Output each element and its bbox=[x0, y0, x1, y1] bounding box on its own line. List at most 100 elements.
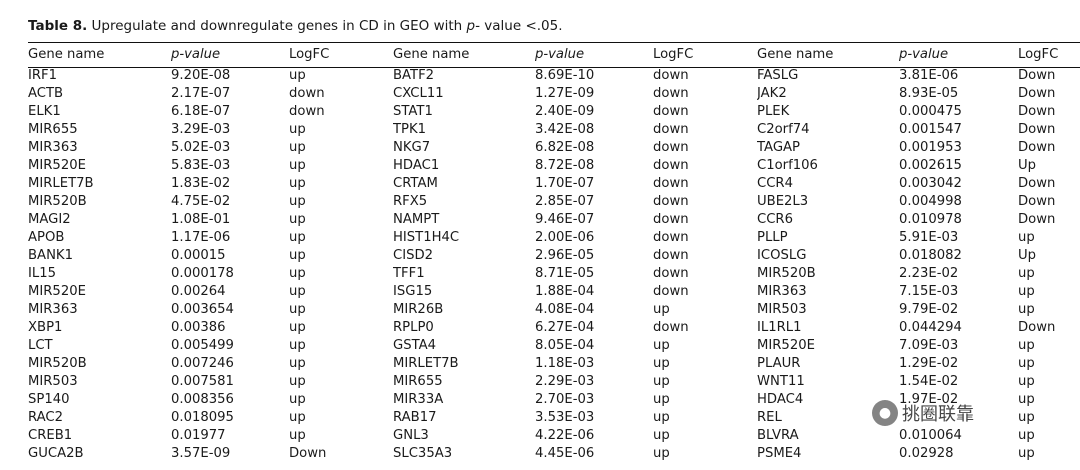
cell-logfc: down bbox=[653, 230, 689, 245]
cell-p-value: 1.29E-02 bbox=[899, 356, 959, 371]
cell-p-value: 0.003042 bbox=[899, 176, 962, 191]
cell-gene-name: STAT1 bbox=[393, 104, 433, 119]
cell-gene-name: HDAC1 bbox=[393, 158, 440, 173]
cell-p-value: 0.007581 bbox=[171, 374, 234, 389]
cell-logfc: up bbox=[289, 428, 306, 443]
cell-logfc: Up bbox=[1018, 158, 1037, 173]
cell-logfc: Down bbox=[1018, 68, 1056, 83]
cell-logfc: up bbox=[1018, 230, 1035, 245]
cell-logfc: Down bbox=[1018, 140, 1056, 155]
cell-logfc: up bbox=[1018, 446, 1035, 461]
cell-logfc: up bbox=[289, 302, 306, 317]
table-row: ACTB 2.17E-07 down CXCL11 1.27E-09 down JAK2 8.… bbox=[28, 85, 1080, 103]
cell-gene-name: TAGAP bbox=[757, 140, 801, 155]
cell-gene-name: CCR6 bbox=[757, 212, 793, 227]
cell-gene-name: HIST1H4C bbox=[393, 230, 460, 245]
cell-p-value: 0.018082 bbox=[899, 248, 962, 263]
cell-p-value: 2.00E-06 bbox=[535, 230, 595, 245]
cell-gene-name: MIR26B bbox=[393, 302, 444, 317]
cell-p-value: 9.46E-07 bbox=[535, 212, 595, 227]
cell-logfc: Down bbox=[1018, 212, 1056, 227]
cell-logfc: up bbox=[289, 122, 306, 137]
cell-p-value: 8.72E-08 bbox=[535, 158, 595, 173]
cell-gene-name: ACTB bbox=[28, 86, 64, 101]
header-p-value-3: p-value bbox=[899, 47, 949, 62]
cell-gene-name: CISD2 bbox=[393, 248, 434, 263]
cell-gene-name: MIR503 bbox=[757, 302, 807, 317]
cell-p-value: 8.93E-05 bbox=[899, 86, 959, 101]
cell-p-value: 2.40E-09 bbox=[535, 104, 595, 119]
cell-p-value: 1.27E-09 bbox=[535, 86, 595, 101]
cell-p-value: 6.27E-04 bbox=[535, 320, 595, 335]
cell-logfc: Down bbox=[1018, 176, 1056, 191]
cell-gene-name: MIR520B bbox=[28, 194, 87, 209]
cell-p-value: 9.79E-02 bbox=[899, 302, 959, 317]
cell-logfc: up bbox=[653, 392, 670, 407]
cell-gene-name: JAK2 bbox=[757, 86, 787, 101]
cell-p-value: 1.54E-02 bbox=[899, 374, 959, 389]
cell-logfc: down bbox=[653, 248, 689, 263]
cell-logfc: up bbox=[289, 266, 306, 281]
cell-logfc: up bbox=[289, 338, 306, 353]
cell-p-value: 0.010978 bbox=[899, 212, 962, 227]
table-row: SP140 0.008356 up MIR33A 2.70E-03 up HDAC4 1.97… bbox=[28, 391, 1080, 409]
cell-logfc: up bbox=[653, 428, 670, 443]
header-logfc-1: LogFC bbox=[289, 47, 330, 62]
gene-table-body: IRF1 9.20E-08 up BATF2 8.69E-10 down FASLG 3.81… bbox=[28, 67, 1080, 463]
cell-p-value: 3.42E-08 bbox=[535, 122, 595, 137]
cell-gene-name: RAC2 bbox=[28, 410, 64, 425]
table-row: MIR363 0.003654 up MIR26B 4.08E-04 up MIR503 9.… bbox=[28, 301, 1080, 319]
cell-logfc: up bbox=[289, 410, 306, 425]
cell-logfc: up bbox=[1018, 428, 1035, 443]
cell-logfc: down bbox=[289, 104, 325, 119]
cell-gene-name: C2orf74 bbox=[757, 122, 810, 137]
cell-gene-name: MIR363 bbox=[28, 140, 78, 155]
gene-table: Gene name p-value LogFC Gene name p-valu… bbox=[28, 42, 1080, 463]
cell-p-value: 0.008356 bbox=[171, 392, 234, 407]
caption-text: Upregulate and downregulate genes in CD … bbox=[91, 18, 463, 34]
cell-gene-name: IL15 bbox=[28, 266, 57, 281]
table-row: APOB 1.17E-06 up HIST1H4C 2.00E-06 down PLLP 5.… bbox=[28, 229, 1080, 247]
cell-logfc: up bbox=[653, 302, 670, 317]
cell-logfc: up bbox=[1018, 410, 1035, 425]
header-row: Gene name p-value LogFC Gene name p-valu… bbox=[28, 42, 1080, 67]
cell-logfc: Up bbox=[1018, 248, 1037, 263]
cell-p-value: 2.23E-02 bbox=[899, 266, 959, 281]
cell-p-value: 3.57E-09 bbox=[171, 446, 231, 461]
cell-logfc: up bbox=[653, 446, 670, 461]
table-row: ELK1 6.18E-07 down STAT1 2.40E-09 down PLEK 0.0… bbox=[28, 103, 1080, 121]
cell-gene-name: MIR520B bbox=[757, 266, 816, 281]
cell-logfc: up bbox=[289, 140, 306, 155]
cell-p-value: 5.02E-03 bbox=[171, 140, 231, 155]
cell-p-value: 1.70E-07 bbox=[535, 176, 595, 191]
cell-p-value: 6.18E-07 bbox=[171, 104, 231, 119]
header-p-value-1: p-value bbox=[171, 47, 221, 62]
cell-gene-name: MIR363 bbox=[28, 302, 78, 317]
cell-gene-name: MAGI2 bbox=[28, 212, 71, 227]
cell-logfc: up bbox=[1018, 392, 1035, 407]
caption-pvalue-word: p- bbox=[466, 18, 480, 34]
cell-logfc: up bbox=[1018, 356, 1035, 371]
table-row: MAGI2 1.08E-01 up NAMPT 9.46E-07 down CCR6 0.01… bbox=[28, 211, 1080, 229]
watermark-text: 挑圈联靠 bbox=[902, 404, 974, 425]
cell-p-value: 1.17E-06 bbox=[171, 230, 231, 245]
cell-gene-name: CXCL11 bbox=[393, 86, 444, 101]
cell-gene-name: MIR520E bbox=[28, 284, 86, 299]
cell-gene-name: XBP1 bbox=[28, 320, 63, 335]
cell-p-value: 0.044294 bbox=[899, 320, 962, 335]
table-row: GUCA2B 3.57E-09 Down SLC35A3 4.45E-06 up PSME4… bbox=[28, 445, 1080, 463]
table-row: IRF1 9.20E-08 up BATF2 8.69E-10 down FASLG 3.81… bbox=[28, 67, 1080, 85]
cell-logfc: up bbox=[289, 194, 306, 209]
cell-p-value: 3.81E-06 bbox=[899, 68, 959, 83]
header-logfc-2: LogFC bbox=[653, 47, 694, 62]
cell-logfc: up bbox=[289, 176, 306, 191]
cell-logfc: Down bbox=[1018, 86, 1056, 101]
cell-logfc: down bbox=[653, 122, 689, 137]
cell-gene-name: RFX5 bbox=[393, 194, 428, 209]
cell-logfc: up bbox=[289, 284, 306, 299]
cell-logfc: up bbox=[289, 356, 306, 371]
cell-p-value: 5.91E-03 bbox=[899, 230, 959, 245]
cell-p-value: 1.83E-02 bbox=[171, 176, 231, 191]
cell-gene-name: SLC35A3 bbox=[393, 446, 453, 461]
cell-logfc: up bbox=[653, 338, 670, 353]
